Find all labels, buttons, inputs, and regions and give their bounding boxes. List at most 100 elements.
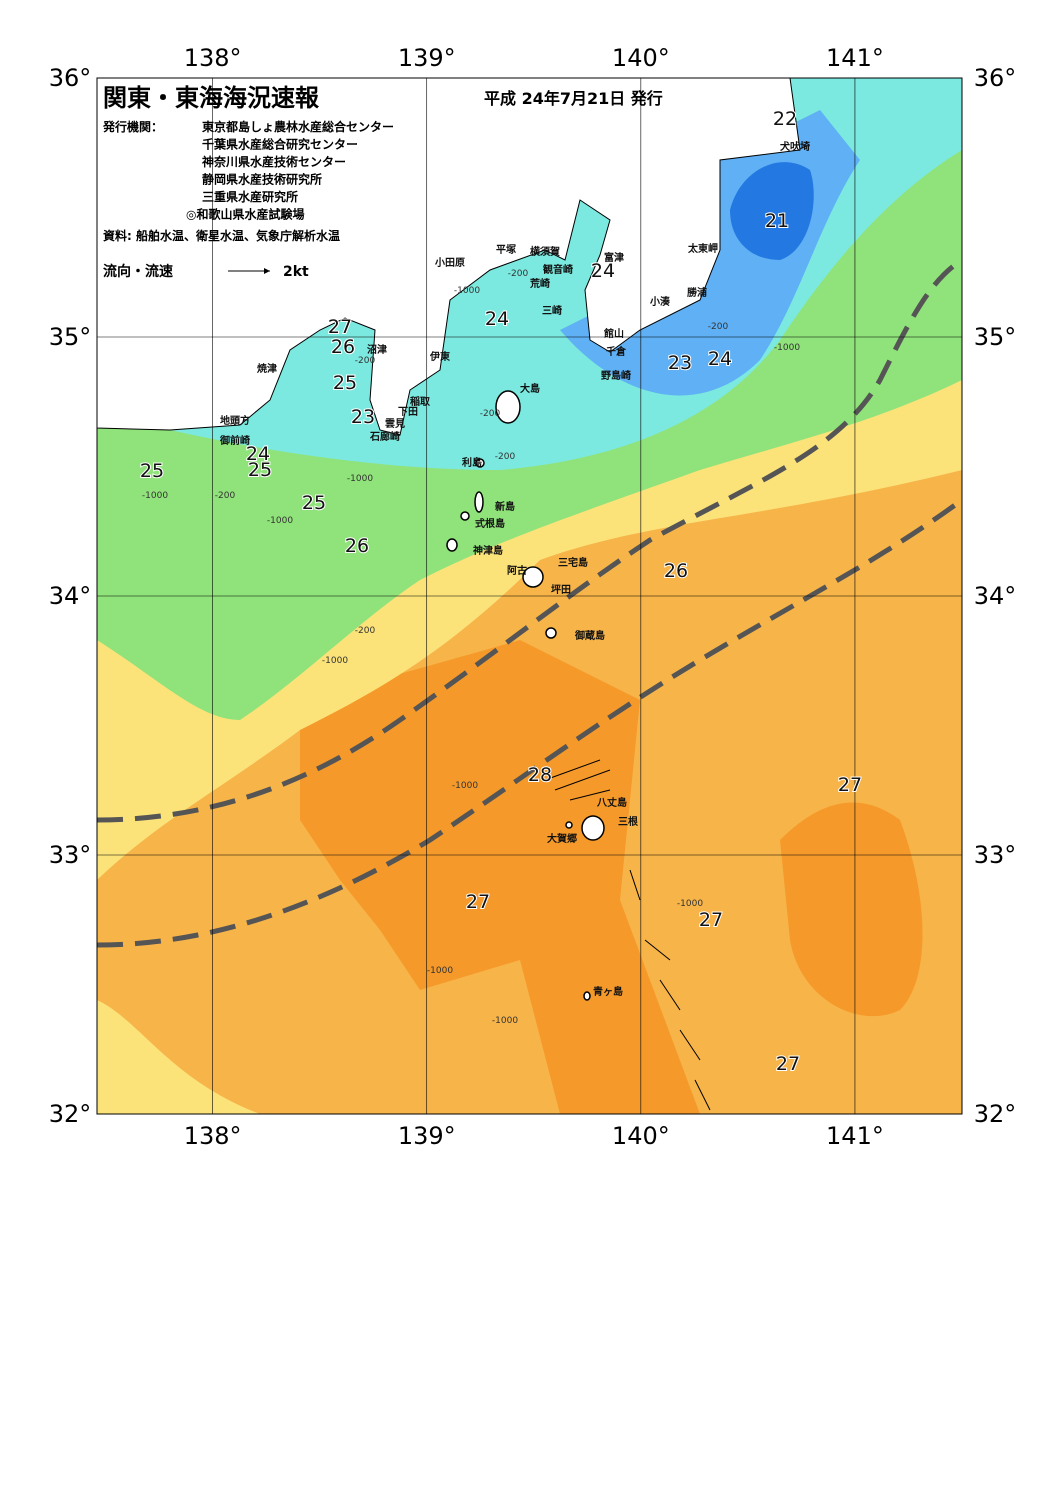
publisher: ◎和歌山県水産試験場 [186, 207, 304, 222]
place-label: 伊東 [429, 350, 450, 363]
x-tick-label: 140° [612, 44, 670, 72]
source: 資料: 船舶水温、衛星水温、気象庁解析水温 [103, 228, 340, 243]
y-tick-label: 32° [49, 1100, 92, 1128]
depth-label: -200 [495, 452, 516, 462]
place-label: 平塚 [496, 243, 516, 256]
legend-label: 流向・流速 [103, 263, 173, 280]
place-label: 下田 [398, 406, 418, 418]
temperature-label: 27 [699, 909, 723, 931]
sea-mild [97, 380, 962, 880]
sea-hot [780, 802, 923, 1017]
temperature-label: 25 [302, 492, 326, 514]
place-label: 坪田 [551, 583, 571, 596]
x-tick-label: 138° [184, 44, 242, 72]
depth-label: -1000 [427, 966, 453, 976]
title: 関東・東海海況速報 [103, 84, 320, 112]
temperature-label: 21 [765, 210, 789, 232]
depth-label: -200 [708, 322, 729, 332]
depth-label: -1000 [452, 781, 478, 791]
x-tick-label: 140° [612, 1122, 670, 1150]
y-tick-label: 32° [974, 1100, 1017, 1128]
place-label: 三崎 [542, 304, 562, 317]
temperature-label: 28 [528, 764, 552, 786]
temperature-label: 24 [485, 308, 509, 330]
temperature-label: 26 [331, 336, 355, 358]
temperature-label: 24 [591, 260, 615, 282]
place-label: 雲見 [385, 418, 405, 430]
publisher: 三重県水産研究所 [202, 189, 298, 204]
legend-scale: 2kt [283, 264, 309, 280]
map-frame [96, 77, 963, 1115]
y-tick-label: 35° [974, 323, 1017, 351]
place-label: 神津島 [473, 544, 503, 557]
depth-label: -200 [355, 356, 376, 366]
depth-label: -1000 [774, 343, 800, 353]
publisher: 千葉県水産総合研究センター [202, 137, 358, 152]
depth-label: -1000 [322, 656, 348, 666]
x-tick-label: 139° [398, 1122, 456, 1150]
sea-mild [97, 1000, 260, 1114]
y-tick-label: 36° [974, 64, 1017, 92]
temperature-label: 22 [773, 108, 797, 130]
place-label: 石廊崎 [369, 430, 400, 443]
place-label: 荒崎 [529, 277, 550, 290]
place-label: 富津 [604, 251, 624, 264]
sea-coldest [730, 162, 814, 260]
depth-label: -1000 [267, 516, 293, 526]
y-tick-label: 35° [49, 323, 92, 351]
graticule [97, 77, 962, 1115]
temperature-label: 25 [248, 459, 272, 481]
publisher-label: 発行機関： [102, 119, 163, 134]
x-tick-label: 139° [398, 44, 456, 72]
publishers: 東京都島しょ農林水産総合センター千葉県水産総合研究センター神奈川県水産技術センタ… [186, 119, 394, 222]
temperature-label: 27 [328, 316, 352, 338]
place-label: 三根 [618, 815, 638, 828]
place-label: 小湊 [649, 295, 671, 308]
place-label: 野島崎 [601, 369, 631, 382]
kuroshio-axis [97, 257, 962, 948]
place-label: 地頭方 [220, 414, 250, 427]
temperature-label: 27 [466, 891, 490, 913]
temperature-label: 27 [838, 774, 862, 796]
place-label: 横須賀 [530, 245, 560, 258]
depth-label: -200 [355, 626, 376, 636]
place-label: 大島 [520, 382, 540, 395]
y-tick-label: 34° [49, 582, 92, 610]
temperature-label: 24 [246, 443, 270, 465]
y-tick-label: 33° [49, 841, 92, 869]
y-tick-label: 33° [974, 841, 1017, 869]
depth-label: -1000 [454, 286, 480, 296]
depth-label: -200 [508, 269, 529, 279]
depth-label: -1000 [142, 491, 168, 501]
temperature-label: 23 [668, 352, 692, 374]
temperature-label: 23 [351, 406, 375, 428]
depth-label: -200 [215, 491, 236, 501]
place-label: 式根島 [475, 517, 505, 530]
place-label: 大賀郷 [547, 832, 577, 845]
temperature-label: 25 [140, 460, 164, 482]
depth-label: -1000 [492, 1016, 518, 1026]
place-label: 犬吠埼 [780, 140, 810, 153]
place-label: 小田原 [434, 256, 465, 269]
islands [446, 390, 605, 1001]
place-label: 館山 [603, 327, 624, 340]
place-label: 新島 [495, 500, 515, 513]
place-label: 御蔵島 [574, 629, 605, 642]
place-label: 沼津 [367, 343, 387, 356]
depth-label: -1000 [677, 899, 703, 909]
temperature-label: 26 [345, 535, 369, 557]
place-label: 焼津 [257, 362, 277, 375]
sea-hot [300, 640, 700, 1114]
x-tick-label: 141° [826, 44, 884, 72]
place-label: 三宅島 [558, 556, 588, 569]
place-label: 観音崎 [543, 263, 573, 276]
y-tick-label: 34° [974, 582, 1017, 610]
place-label: 利島 [462, 456, 482, 469]
y-tick-label: 36° [49, 64, 92, 92]
land [97, 78, 801, 436]
place-label: 八丈島 [596, 796, 627, 809]
place-label: 阿古 [507, 564, 527, 577]
depth-label: -200 [480, 409, 501, 419]
legend-arrowhead [264, 268, 270, 274]
current-vectors [544, 759, 711, 1111]
